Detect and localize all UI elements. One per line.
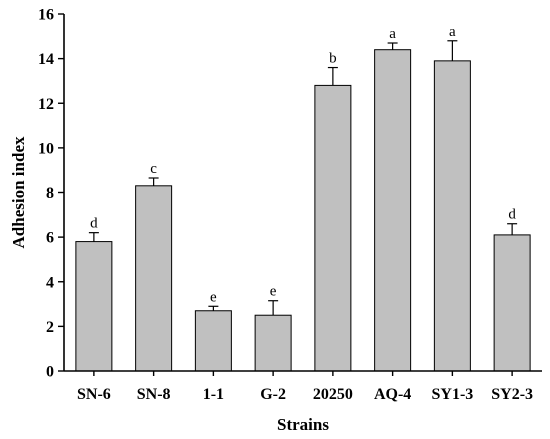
x-tick-label: AQ-4 (374, 386, 411, 403)
y-tick-label: 6 (46, 230, 54, 247)
bar-SY2-3 (493, 234, 531, 372)
significance-label: c (150, 161, 157, 177)
bars: d c e e b a a d (75, 24, 531, 372)
y-axis-title: Adhesion index (9, 136, 28, 248)
y-tick-label: 4 (46, 274, 54, 291)
bar-SN-6 (75, 241, 113, 372)
x-axis-ticks: SN-6 SN-8 1-1 G-2 20250 AQ-4 SY1-3 SY2-3 (77, 371, 533, 403)
bar-20250 (314, 84, 352, 372)
y-tick-label: 16 (38, 7, 54, 24)
bar-SY1-3 (433, 60, 471, 372)
significance-label: e (210, 289, 217, 305)
y-tick-label: 8 (46, 185, 54, 202)
bar-SN-8 (135, 185, 173, 372)
bar-G-2 (254, 314, 292, 372)
significance-label: d (508, 207, 516, 223)
significance-label: a (449, 24, 456, 40)
significance-label: e (270, 284, 277, 300)
x-tick-label: G-2 (260, 386, 286, 403)
bar-1-1 (194, 310, 232, 372)
significance-label: b (329, 51, 337, 67)
x-tick-label: SY2-3 (491, 386, 533, 403)
x-tick-label: 20250 (313, 386, 353, 403)
significance-label: a (389, 26, 396, 42)
x-axis-title: Strains (277, 415, 329, 434)
x-tick-label: SN-6 (77, 386, 111, 403)
y-axis-ticks: 0 2 4 6 8 10 12 14 16 (38, 7, 64, 381)
x-tick-label: SY1-3 (431, 386, 473, 403)
x-tick-label: 1-1 (203, 386, 224, 403)
significance-label: d (90, 216, 98, 232)
y-tick-label: 0 (46, 364, 54, 381)
y-tick-label: 12 (38, 96, 54, 113)
bar-AQ-4 (374, 49, 412, 372)
y-tick-label: 14 (38, 51, 54, 68)
x-tick-label: SN-8 (137, 386, 171, 403)
y-tick-label: 2 (46, 319, 54, 336)
y-tick-label: 10 (38, 140, 54, 157)
